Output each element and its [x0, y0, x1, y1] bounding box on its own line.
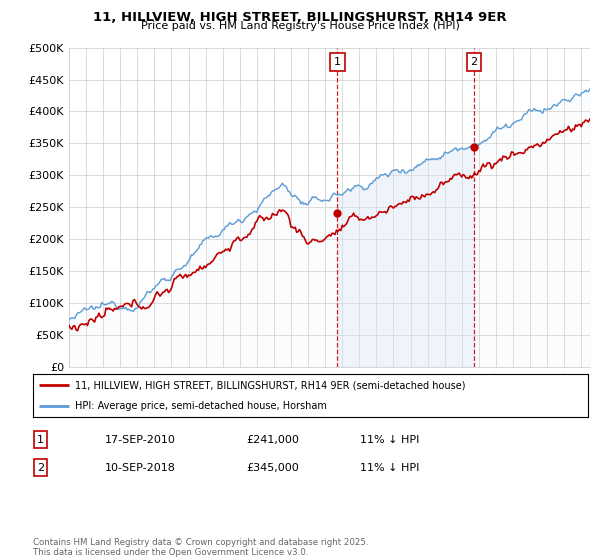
Text: £241,000: £241,000 — [246, 435, 299, 445]
Text: 11% ↓ HPI: 11% ↓ HPI — [360, 435, 419, 445]
Text: 1: 1 — [37, 435, 44, 445]
Text: 11, HILLVIEW, HIGH STREET, BILLINGSHURST, RH14 9ER: 11, HILLVIEW, HIGH STREET, BILLINGSHURST… — [93, 11, 507, 24]
Text: Price paid vs. HM Land Registry's House Price Index (HPI): Price paid vs. HM Land Registry's House … — [140, 21, 460, 31]
Text: 17-SEP-2010: 17-SEP-2010 — [105, 435, 176, 445]
Text: 2: 2 — [37, 463, 44, 473]
Text: 11% ↓ HPI: 11% ↓ HPI — [360, 463, 419, 473]
Text: Contains HM Land Registry data © Crown copyright and database right 2025.
This d: Contains HM Land Registry data © Crown c… — [33, 538, 368, 557]
Text: 2: 2 — [470, 57, 478, 67]
Text: 1: 1 — [334, 57, 341, 67]
Text: 11, HILLVIEW, HIGH STREET, BILLINGSHURST, RH14 9ER (semi-detached house): 11, HILLVIEW, HIGH STREET, BILLINGSHURST… — [74, 380, 465, 390]
Text: HPI: Average price, semi-detached house, Horsham: HPI: Average price, semi-detached house,… — [74, 402, 326, 411]
Text: 10-SEP-2018: 10-SEP-2018 — [105, 463, 176, 473]
Text: £345,000: £345,000 — [246, 463, 299, 473]
